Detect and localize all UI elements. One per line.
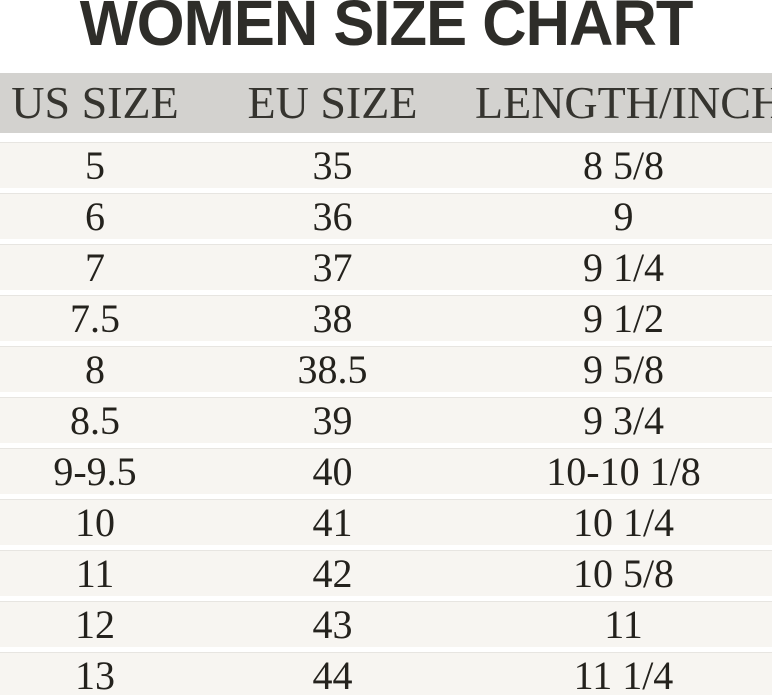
- cell-length-inch: 10 5/8: [572, 551, 675, 596]
- column-header-length-inch: LENGTH/INCH: [475, 77, 772, 128]
- table-row: 9-9.5 40 10-10 1/8: [0, 449, 772, 494]
- page-title: WOMEN SIZE CHART: [0, 0, 772, 73]
- column-header-eu-size: EU SIZE: [247, 77, 418, 128]
- table-row: 5 35 8 5/8: [0, 143, 772, 188]
- cell-eu-size: 43: [312, 602, 353, 647]
- cell-length-inch: 9 3/4: [582, 398, 665, 443]
- table-row: 7.5 38 9 1/2: [0, 296, 772, 341]
- table-row: 7 37 9 1/4: [0, 245, 772, 290]
- cell-length-inch: 9 5/8: [582, 347, 665, 392]
- table-row: 11 42 10 5/8: [0, 551, 772, 596]
- cell-eu-size: 41: [312, 500, 353, 545]
- cell-us-size: 13: [75, 653, 115, 695]
- cell-eu-size: 38: [312, 296, 353, 341]
- cell-eu-size: 37: [312, 245, 353, 290]
- cell-us-size: 8: [85, 347, 105, 392]
- table-row: 8 38.5 9 5/8: [0, 347, 772, 392]
- cell-us-size: 7: [85, 245, 105, 290]
- table-row: 13 44 11 1/4: [0, 653, 772, 695]
- cell-length-inch: 11 1/4: [573, 653, 674, 695]
- cell-us-size: 6: [85, 194, 105, 239]
- cell-us-size: 5: [85, 143, 105, 188]
- cell-length-inch: 8 5/8: [582, 143, 665, 188]
- table-row: 6 36 9: [0, 194, 772, 239]
- cell-us-size: 10: [75, 500, 115, 545]
- cell-length-inch: 10 1/4: [572, 500, 675, 545]
- cell-us-size: 12: [75, 602, 115, 647]
- cell-eu-size: 35: [312, 143, 353, 188]
- table-row: 12 43 11: [0, 602, 772, 647]
- cell-us-size: 9-9.5: [53, 449, 137, 494]
- table-row: 8.5 39 9 3/4: [0, 398, 772, 443]
- cell-length-inch: 10-10 1/8: [546, 449, 701, 494]
- table-body: 5 35 8 5/8 6 36 9 7 37 9 1/4 7.5 38 9 1/…: [0, 143, 772, 695]
- cell-us-size: 8.5: [70, 398, 120, 443]
- page-title-text: WOMEN SIZE CHART: [79, 0, 694, 59]
- cell-length-inch: 9 1/4: [582, 245, 665, 290]
- cell-length-inch: 11: [604, 602, 643, 647]
- cell-eu-size: 40: [312, 449, 353, 494]
- cell-eu-size: 38.5: [297, 347, 368, 392]
- table-header: US SIZE EU SIZE LENGTH/INCH: [0, 73, 772, 133]
- cell-eu-size: 44: [312, 653, 353, 695]
- column-header-us-size: US SIZE: [11, 77, 179, 128]
- cell-eu-size: 42: [312, 551, 353, 596]
- cell-length-inch: 9: [613, 194, 634, 239]
- cell-us-size: 7.5: [70, 296, 120, 341]
- cell-length-inch: 9 1/2: [582, 296, 665, 341]
- cell-us-size: 11: [75, 551, 115, 596]
- table-row: 10 41 10 1/4: [0, 500, 772, 545]
- cell-eu-size: 39: [312, 398, 353, 443]
- cell-eu-size: 36: [312, 194, 353, 239]
